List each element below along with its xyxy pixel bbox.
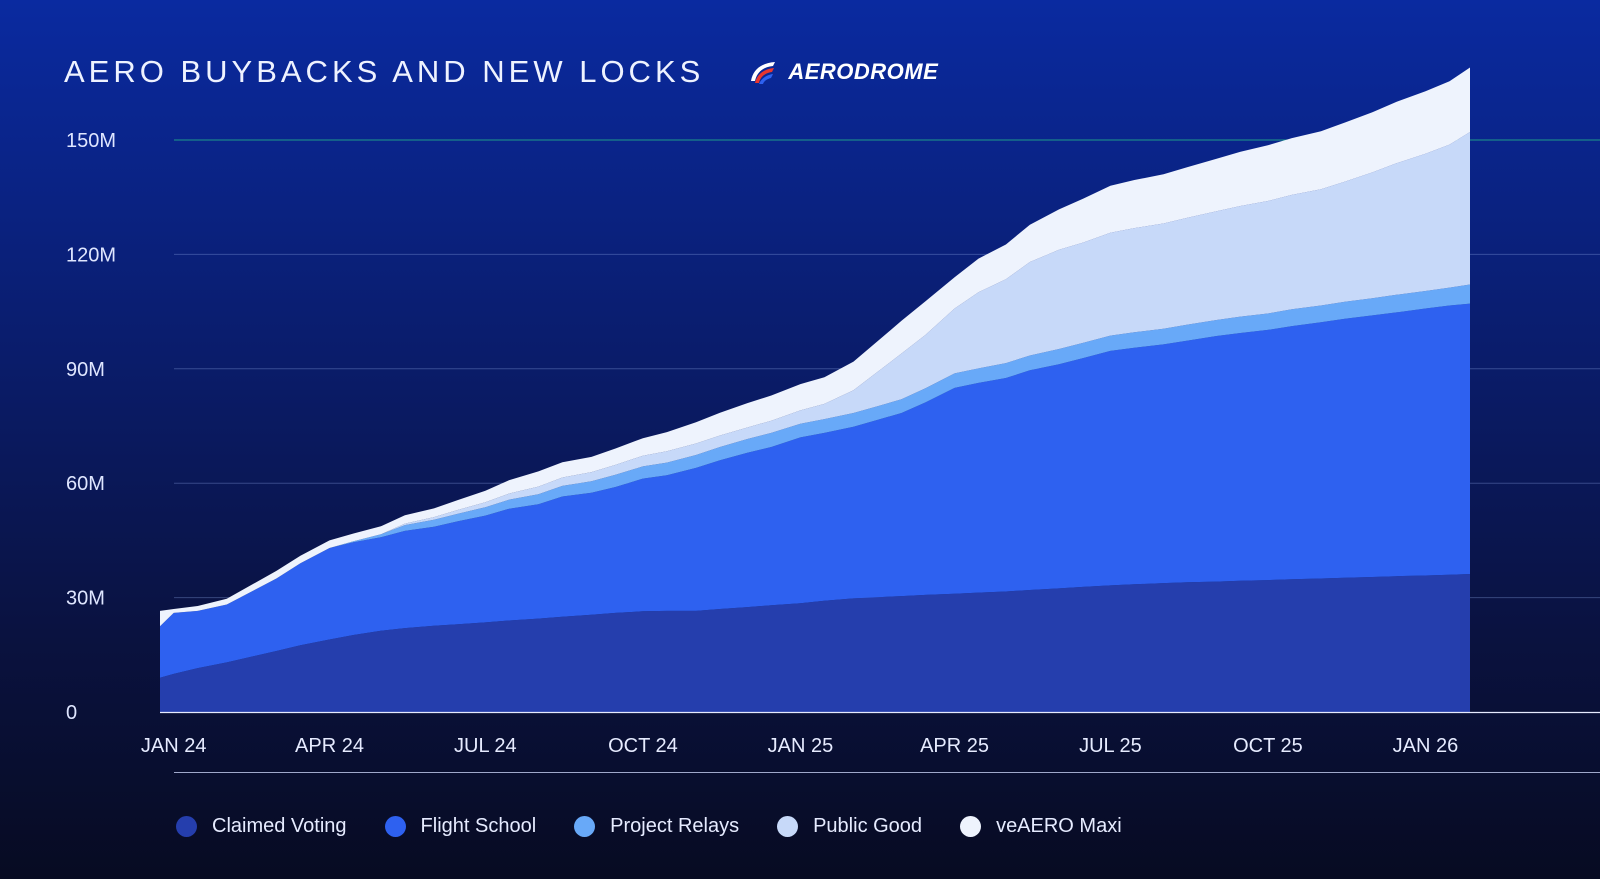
legend-swatch [176, 816, 197, 837]
area-public-good [160, 132, 1470, 627]
x-tick-label: JAN 24 [141, 735, 207, 757]
area-claimed-voting [160, 574, 1470, 712]
legend-label: Public Good [813, 815, 923, 837]
y-tick-label: 60M [66, 473, 105, 495]
area-flight-school [160, 303, 1470, 678]
legend-label: Project Relays [610, 815, 740, 837]
brand: AERODROME [748, 57, 938, 87]
y-tick-label: 90M [66, 359, 105, 381]
stacked-areas [160, 67, 1470, 712]
chart-legend: Claimed Voting Flight School Project Relay… [176, 815, 1160, 838]
chart-header: AERO BUYBACKS AND NEW LOCKS AERODROME [64, 50, 938, 94]
axes: 0 30M 60M 90M 120M 150M JAN 24 APR 24 JUL 24 OCT … [66, 130, 1600, 773]
legend-item: veAERO Maxi [960, 815, 1122, 838]
y-tick-label: 120M [66, 244, 116, 266]
x-tick-label: JUL 24 [454, 735, 517, 757]
x-tick-label: OCT 24 [608, 735, 678, 757]
area-project-relays [160, 284, 1470, 627]
y-tick-label: 150M [66, 130, 116, 152]
legend-swatch [960, 816, 982, 837]
legend-swatch [777, 816, 799, 837]
legend-item: Public Good [777, 815, 922, 838]
x-tick-label: APR 25 [920, 735, 989, 757]
legend-label: Claimed Voting [212, 815, 347, 837]
x-tick-label: JUL 25 [1079, 735, 1142, 757]
legend-item: Claimed Voting [176, 815, 347, 838]
chart-title: AERO BUYBACKS AND NEW LOCKS [64, 54, 705, 89]
aerodrome-logo-icon [751, 62, 776, 84]
legend-label: Flight School [420, 815, 537, 837]
x-tick-label: JAN 26 [1393, 735, 1459, 757]
legend-item: Project Relays [574, 815, 739, 838]
legend-item: Flight School [384, 815, 537, 838]
legend-swatch [384, 816, 406, 837]
legend-label: veAERO Maxi [996, 815, 1122, 837]
legend-swatch [574, 816, 596, 837]
y-tick-label: 30M [66, 588, 105, 610]
x-tick-label: JAN 25 [768, 735, 834, 757]
brand-name: AERODROME [788, 59, 939, 84]
y-tick-label: 0 [66, 702, 77, 724]
x-tick-label: APR 24 [295, 735, 364, 757]
x-tick-label: OCT 25 [1233, 735, 1303, 757]
area-veaero-maxi [160, 67, 1470, 627]
